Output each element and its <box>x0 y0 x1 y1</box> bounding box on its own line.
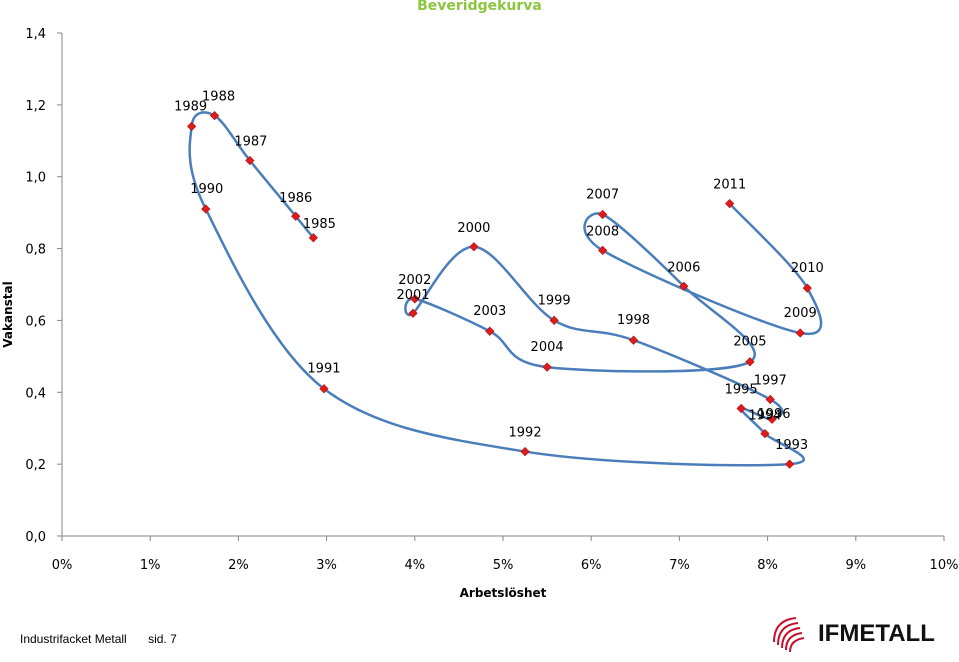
x-tick-label: 6% <box>581 558 602 573</box>
x-tick-label: 9% <box>845 558 866 573</box>
point-label-1989: 1989 <box>174 99 207 114</box>
point-label-2010: 2010 <box>791 261 824 276</box>
point-label-1987: 1987 <box>234 135 267 150</box>
point-label-1995: 1995 <box>725 382 758 397</box>
x-tick-label: 4% <box>404 558 425 573</box>
point-label-1986: 1986 <box>279 191 312 206</box>
point-label-1990: 1990 <box>190 182 223 197</box>
y-axis-title: Vakanstal <box>1 281 15 347</box>
marker-1986 <box>291 211 301 221</box>
x-tick-label: 3% <box>316 558 337 573</box>
marker-2000 <box>469 242 479 252</box>
ifmetall-logo: IFMETALL <box>770 612 940 658</box>
x-axis-title: Arbetslöshet <box>460 586 547 600</box>
marker-1997 <box>765 394 775 405</box>
x-tick-label: 10% <box>930 558 959 573</box>
x-tick-label: 5% <box>493 558 514 573</box>
y-tick-label: 0,4 <box>25 386 46 401</box>
point-label-1999: 1999 <box>538 293 571 308</box>
point-label-2006: 2006 <box>667 260 700 275</box>
marker-2004 <box>542 362 552 372</box>
point-label-2002: 2002 <box>398 273 431 288</box>
marker-2005 <box>745 357 755 367</box>
point-label-1988: 1988 <box>202 90 235 105</box>
x-tick-label: 2% <box>228 558 249 573</box>
point-label-2008: 2008 <box>586 224 619 239</box>
marker-2006 <box>679 281 689 291</box>
series-line <box>188 111 823 467</box>
point-label-1993: 1993 <box>775 438 808 453</box>
marker-2002 <box>410 294 420 304</box>
point-label-1991: 1991 <box>307 362 340 377</box>
point-label-1997: 1997 <box>754 373 787 388</box>
y-tick-label: 1,0 <box>25 171 46 186</box>
point-label-2001: 2001 <box>396 288 429 303</box>
marker-2010 <box>802 283 812 293</box>
point-label-1985: 1985 <box>303 217 336 232</box>
y-tick-label: 0,0 <box>25 530 46 545</box>
marker-1995 <box>736 403 746 414</box>
point-label-2000: 2000 <box>457 221 490 236</box>
point-label-2005: 2005 <box>733 335 766 350</box>
marker-1999 <box>549 315 559 326</box>
marker-1996 <box>767 414 777 424</box>
y-tick-label: 1,2 <box>25 99 46 114</box>
point-label-1996: 1996 <box>757 407 790 422</box>
data-markers <box>187 111 812 469</box>
point-label-2003: 2003 <box>473 304 506 319</box>
logo-text: IFMETALL <box>818 620 935 647</box>
footer-page: sid. 7 <box>148 632 177 646</box>
y-tick-label: 0,2 <box>25 458 46 473</box>
marker-1994 <box>760 428 770 439</box>
marker-1990 <box>201 204 211 214</box>
x-tick-label: 7% <box>669 558 690 573</box>
x-tick-label: 1% <box>140 558 161 573</box>
marker-1998 <box>628 335 639 345</box>
marker-2003 <box>485 326 495 336</box>
point-label-2004: 2004 <box>531 340 564 355</box>
point-label-2007: 2007 <box>586 187 619 202</box>
point-label-1994: 1994 <box>748 409 781 424</box>
series-curve <box>188 111 823 467</box>
marker-2008 <box>598 245 608 255</box>
y-tick-label: 0,8 <box>25 243 46 258</box>
marker-1989 <box>187 121 197 132</box>
y-tick-label: 0,6 <box>25 314 46 329</box>
point-label-1998: 1998 <box>617 313 650 328</box>
marker-2001 <box>408 308 418 318</box>
point-label-1992: 1992 <box>509 426 542 441</box>
chart-title: Beveridgekurva <box>417 0 542 14</box>
beveridge-chart: 0,0 0,2 0,4 0,6 0,8 1,0 1,2 1,4 0% 1% 2% 3% 4% 5% 6% 7%… <box>1 27 958 600</box>
marker-1988 <box>209 111 220 121</box>
axes: 0,0 0,2 0,4 0,6 0,8 1,0 1,2 1,4 0% 1% 2% 3% 4% 5% 6% 7%… <box>25 27 958 573</box>
x-tick-label: 8% <box>757 558 778 573</box>
marker-1992 <box>520 446 530 457</box>
logo-mark-icon <box>773 617 805 653</box>
marker-2007 <box>598 209 608 220</box>
marker-1993 <box>785 459 795 469</box>
point-label-2011: 2011 <box>713 178 746 193</box>
marker-2009 <box>795 328 805 338</box>
marker-1987 <box>245 155 255 166</box>
point-label-2009: 2009 <box>784 306 817 321</box>
footer: Industrifacket Metall sid. 7 <box>20 632 195 646</box>
footer-org: Industrifacket Metall <box>20 632 127 646</box>
y-tick-label: 1,4 <box>25 27 46 42</box>
x-tick-label: 0% <box>52 558 73 573</box>
marker-1991 <box>319 384 329 394</box>
marker-1985 <box>308 233 318 243</box>
marker-2011 <box>725 199 735 209</box>
